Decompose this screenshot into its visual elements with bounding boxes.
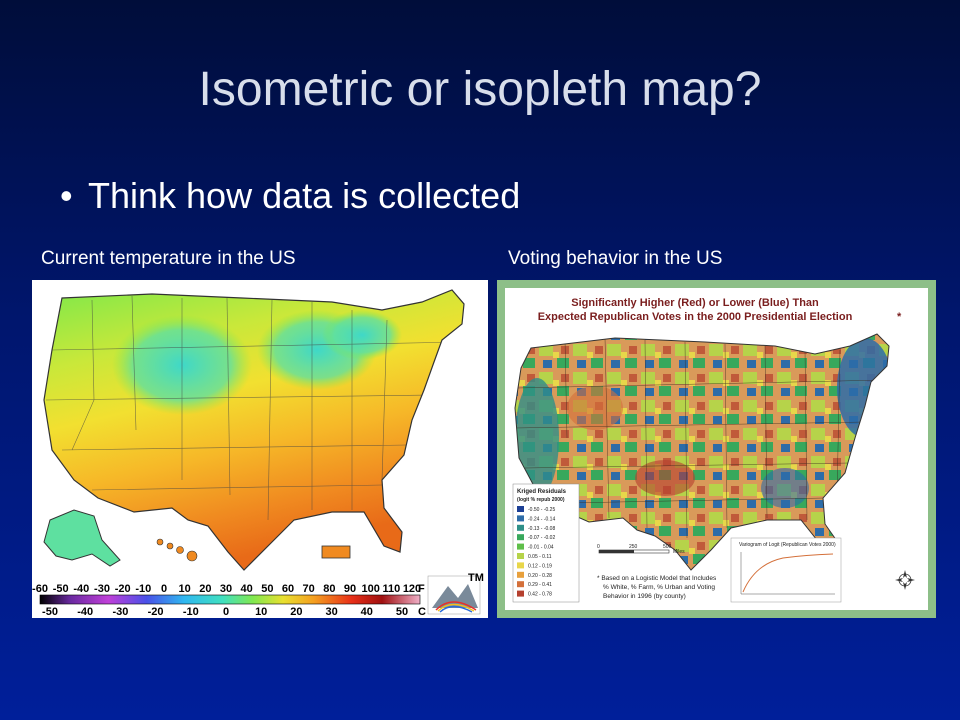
voting-map-frame: Significantly Higher (Red) or Lower (Blu… bbox=[505, 288, 928, 610]
logo-trademark: TM bbox=[468, 572, 484, 584]
legend-swatch bbox=[517, 562, 524, 569]
fahrenheit-tick-label: 50 bbox=[261, 583, 273, 595]
legend-label: 0.12 - 0.19 bbox=[528, 563, 552, 569]
celsius-tick-label: -30 bbox=[112, 606, 128, 618]
celsius-tick-label: -10 bbox=[183, 606, 199, 618]
scale-bar-label-500: 500 bbox=[663, 544, 672, 550]
slide-title: Isometric or isopleth map? bbox=[198, 63, 762, 116]
legend-swatch bbox=[517, 534, 524, 541]
footnote-line-3: Behavior in 1996 (by county) bbox=[603, 593, 686, 600]
footnote-line-1: * Based on a Logistic Model that Include… bbox=[597, 575, 717, 582]
hawaii-shape bbox=[156, 538, 198, 562]
temperature-map-caption: Current temperature in the US bbox=[41, 248, 296, 269]
temperature-map-panel: -60 -50 -40 -30 -20 -10 0 10 20 30 40 50 60 70 80 90 100… bbox=[32, 280, 488, 618]
fahrenheit-tick-label: 110 bbox=[382, 583, 400, 595]
fahrenheit-tick-label: -40 bbox=[73, 583, 89, 595]
legend-label: 0.29 - 0.41 bbox=[528, 582, 552, 588]
legend-label: -0.07 - -0.02 bbox=[528, 535, 555, 541]
fahrenheit-tick-label: 40 bbox=[241, 583, 253, 595]
voting-map-title-line1: Significantly Higher (Red) or Lower (Blu… bbox=[571, 297, 819, 309]
voting-map-title-mark: * bbox=[897, 311, 902, 323]
celsius-tick-label: -20 bbox=[148, 606, 164, 618]
legend-swatch bbox=[517, 524, 524, 531]
temperature-color-scale: -60 -50 -40 -30 -20 -10 0 10 20 30 40 50 60 70 80 90 100… bbox=[32, 583, 426, 618]
legend-swatch bbox=[517, 581, 524, 588]
alaska-shape bbox=[43, 509, 121, 567]
fahrenheit-unit: F bbox=[418, 583, 425, 595]
celsius-tick-label: -40 bbox=[77, 606, 93, 618]
temperature-color-bar bbox=[39, 594, 421, 605]
legend-swatch bbox=[517, 543, 524, 550]
legend-label: 0.42 - 0.78 bbox=[528, 592, 552, 598]
temperature-map: -60 -50 -40 -30 -20 -10 0 10 20 30 40 50 60 70 80 90 100… bbox=[32, 289, 484, 618]
fahrenheit-tick-label: 100 bbox=[361, 583, 379, 595]
fahrenheit-tick-label: 120 bbox=[403, 583, 421, 595]
legend-label: 0.20 - 0.28 bbox=[528, 573, 552, 579]
variogram-inset: Variogram of Logit (Republican Votes 200… bbox=[730, 537, 842, 603]
voting-map-panel: Significantly Higher (Red) or Lower (Blu… bbox=[497, 280, 936, 618]
fahrenheit-tick-label: -50 bbox=[53, 583, 69, 595]
voting-map-caption: Voting behavior in the US bbox=[508, 248, 723, 269]
legend-swatch bbox=[517, 506, 524, 512]
celsius-tick-label: -50 bbox=[42, 606, 58, 618]
scale-bar-label-0: 0 bbox=[597, 544, 600, 550]
fahrenheit-tick-label: 10 bbox=[179, 583, 191, 595]
legend-label: 0.05 - 0.11 bbox=[528, 554, 552, 560]
scale-bar-label-250: 250 bbox=[629, 544, 638, 550]
scale-bar-unit: Miles bbox=[673, 549, 685, 555]
legend-swatch bbox=[517, 590, 524, 597]
fahrenheit-tick-label: 90 bbox=[344, 583, 356, 595]
legend-label: -0.50 - -0.25 bbox=[528, 507, 555, 513]
legend-swatch bbox=[517, 553, 524, 559]
fahrenheit-tick-label: 20 bbox=[199, 583, 211, 595]
legend-title: Kriged Residuals bbox=[517, 489, 567, 495]
legend-label: -0.01 - 0.04 bbox=[528, 545, 554, 551]
weather-logo: TM bbox=[427, 572, 484, 615]
fahrenheit-tick-label: 80 bbox=[323, 583, 335, 595]
bullet-symbol: • bbox=[60, 175, 73, 216]
voting-map: Significantly Higher (Red) or Lower (Blu… bbox=[512, 297, 915, 603]
celsius-tick-label: 30 bbox=[325, 606, 337, 618]
celsius-tick-label: 20 bbox=[290, 606, 302, 618]
contiguous-us-shape bbox=[43, 289, 465, 571]
celsius-tick-labels: -50 -40 -30 -20 -10 0 10 20 30 40 50 bbox=[42, 606, 408, 618]
legend-items: -0.50 - -0.25 -0.24 - -0.14 -0.13 - -0.08 -… bbox=[517, 506, 555, 598]
celsius-tick-label: 40 bbox=[361, 606, 373, 618]
bullet-text: Think how data is collected bbox=[88, 175, 521, 216]
fahrenheit-tick-label: 30 bbox=[220, 583, 232, 595]
fahrenheit-tick-labels: -60 -50 -40 -30 -20 -10 0 10 20 30 40 50 60 70 80 90 100… bbox=[32, 583, 421, 595]
puerto-rico-shape bbox=[321, 545, 351, 559]
legend-subtitle: (logit % repub 2000) bbox=[517, 497, 565, 503]
voting-map-title-line2: Expected Republican Votes in the 2000 Pr… bbox=[538, 311, 853, 323]
north-arrow-icon bbox=[895, 570, 915, 590]
celsius-tick-label: 50 bbox=[396, 606, 408, 618]
celsius-unit: C bbox=[418, 606, 426, 618]
distance-scale-bar: 0 250 500 Miles bbox=[597, 544, 685, 555]
bullet-point: • Think how data is collected bbox=[60, 175, 520, 217]
fahrenheit-tick-label: -60 bbox=[32, 583, 48, 595]
fahrenheit-tick-label: 60 bbox=[282, 583, 294, 595]
celsius-tick-label: 0 bbox=[223, 606, 229, 618]
fahrenheit-tick-label: 0 bbox=[161, 583, 167, 595]
fahrenheit-tick-label: -20 bbox=[115, 583, 131, 595]
kriged-residuals-legend: Kriged Residuals (logit % repub 2000) -0… bbox=[512, 483, 580, 603]
model-footnote: * Based on a Logistic Model that Include… bbox=[597, 575, 717, 600]
legend-label: -0.13 - -0.08 bbox=[528, 526, 555, 532]
fahrenheit-tick-label: -10 bbox=[135, 583, 151, 595]
variogram-title: Variogram of Logit (Republican Votes 200… bbox=[739, 542, 836, 548]
fahrenheit-tick-label: -30 bbox=[94, 583, 110, 595]
footnote-line-2: % White, % Farm, % Urban and Voting bbox=[603, 584, 715, 591]
fahrenheit-tick-label: 70 bbox=[303, 583, 315, 595]
celsius-tick-label: 10 bbox=[255, 606, 267, 618]
legend-label: -0.24 - -0.14 bbox=[528, 516, 555, 522]
legend-swatch bbox=[517, 515, 524, 522]
legend-swatch bbox=[517, 571, 524, 578]
